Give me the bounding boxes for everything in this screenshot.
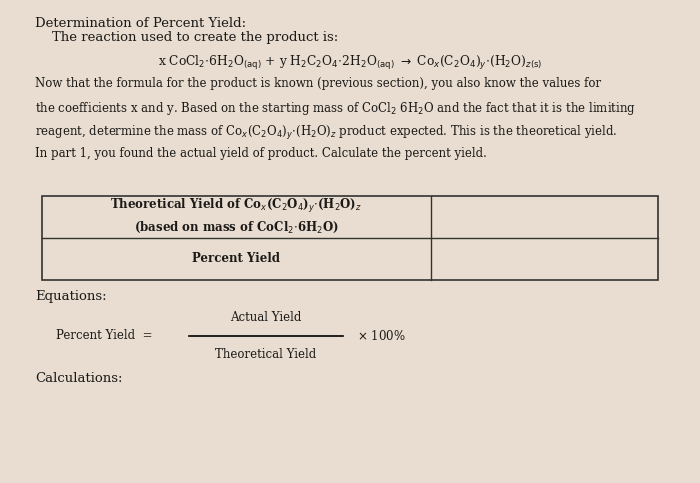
- Text: Equations:: Equations:: [35, 290, 106, 303]
- Text: Percent Yield  =: Percent Yield =: [56, 329, 153, 342]
- Text: Now that the formula for the product is known (previous section), you also know : Now that the formula for the product is …: [35, 77, 601, 90]
- Text: reagent, determine the mass of Co$_x$(C$_2$O$_4$)$_y$$\cdot$(H$_2$O)$_z$ product: reagent, determine the mass of Co$_x$(C$…: [35, 124, 617, 142]
- Text: (based on mass of CoCl$_2$$\cdot$6H$_2$O): (based on mass of CoCl$_2$$\cdot$6H$_2$O…: [134, 220, 339, 235]
- Text: Percent Yield: Percent Yield: [193, 253, 280, 265]
- Text: $\times$ 100%: $\times$ 100%: [357, 329, 405, 342]
- Text: Determination of Percent Yield:: Determination of Percent Yield:: [35, 17, 246, 30]
- Text: Theoretical Yield: Theoretical Yield: [216, 348, 316, 360]
- Text: In part 1, you found the actual yield of product. Calculate the percent yield.: In part 1, you found the actual yield of…: [35, 147, 487, 160]
- Text: Calculations:: Calculations:: [35, 372, 122, 385]
- Text: Theoretical Yield of Co$_x$(C$_2$O$_4$)$_y$$\cdot$(H$_2$O)$_z$: Theoretical Yield of Co$_x$(C$_2$O$_4$)$…: [110, 197, 363, 215]
- Text: x CoCl$_2$$\cdot$6H$_2$O$_\mathrm{(aq)}$ + y H$_2$C$_2$O$_4$$\cdot$2H$_2$O$_\mat: x CoCl$_2$$\cdot$6H$_2$O$_\mathrm{(aq)}$…: [158, 54, 542, 72]
- Text: Actual Yield: Actual Yield: [230, 311, 302, 324]
- Bar: [42, 196, 658, 280]
- Text: the coefficients x and y. Based on the starting mass of CoCl$_2$ 6H$_2$O and the: the coefficients x and y. Based on the s…: [35, 100, 636, 117]
- Text: The reaction used to create the product is:: The reaction used to create the product …: [35, 31, 338, 44]
